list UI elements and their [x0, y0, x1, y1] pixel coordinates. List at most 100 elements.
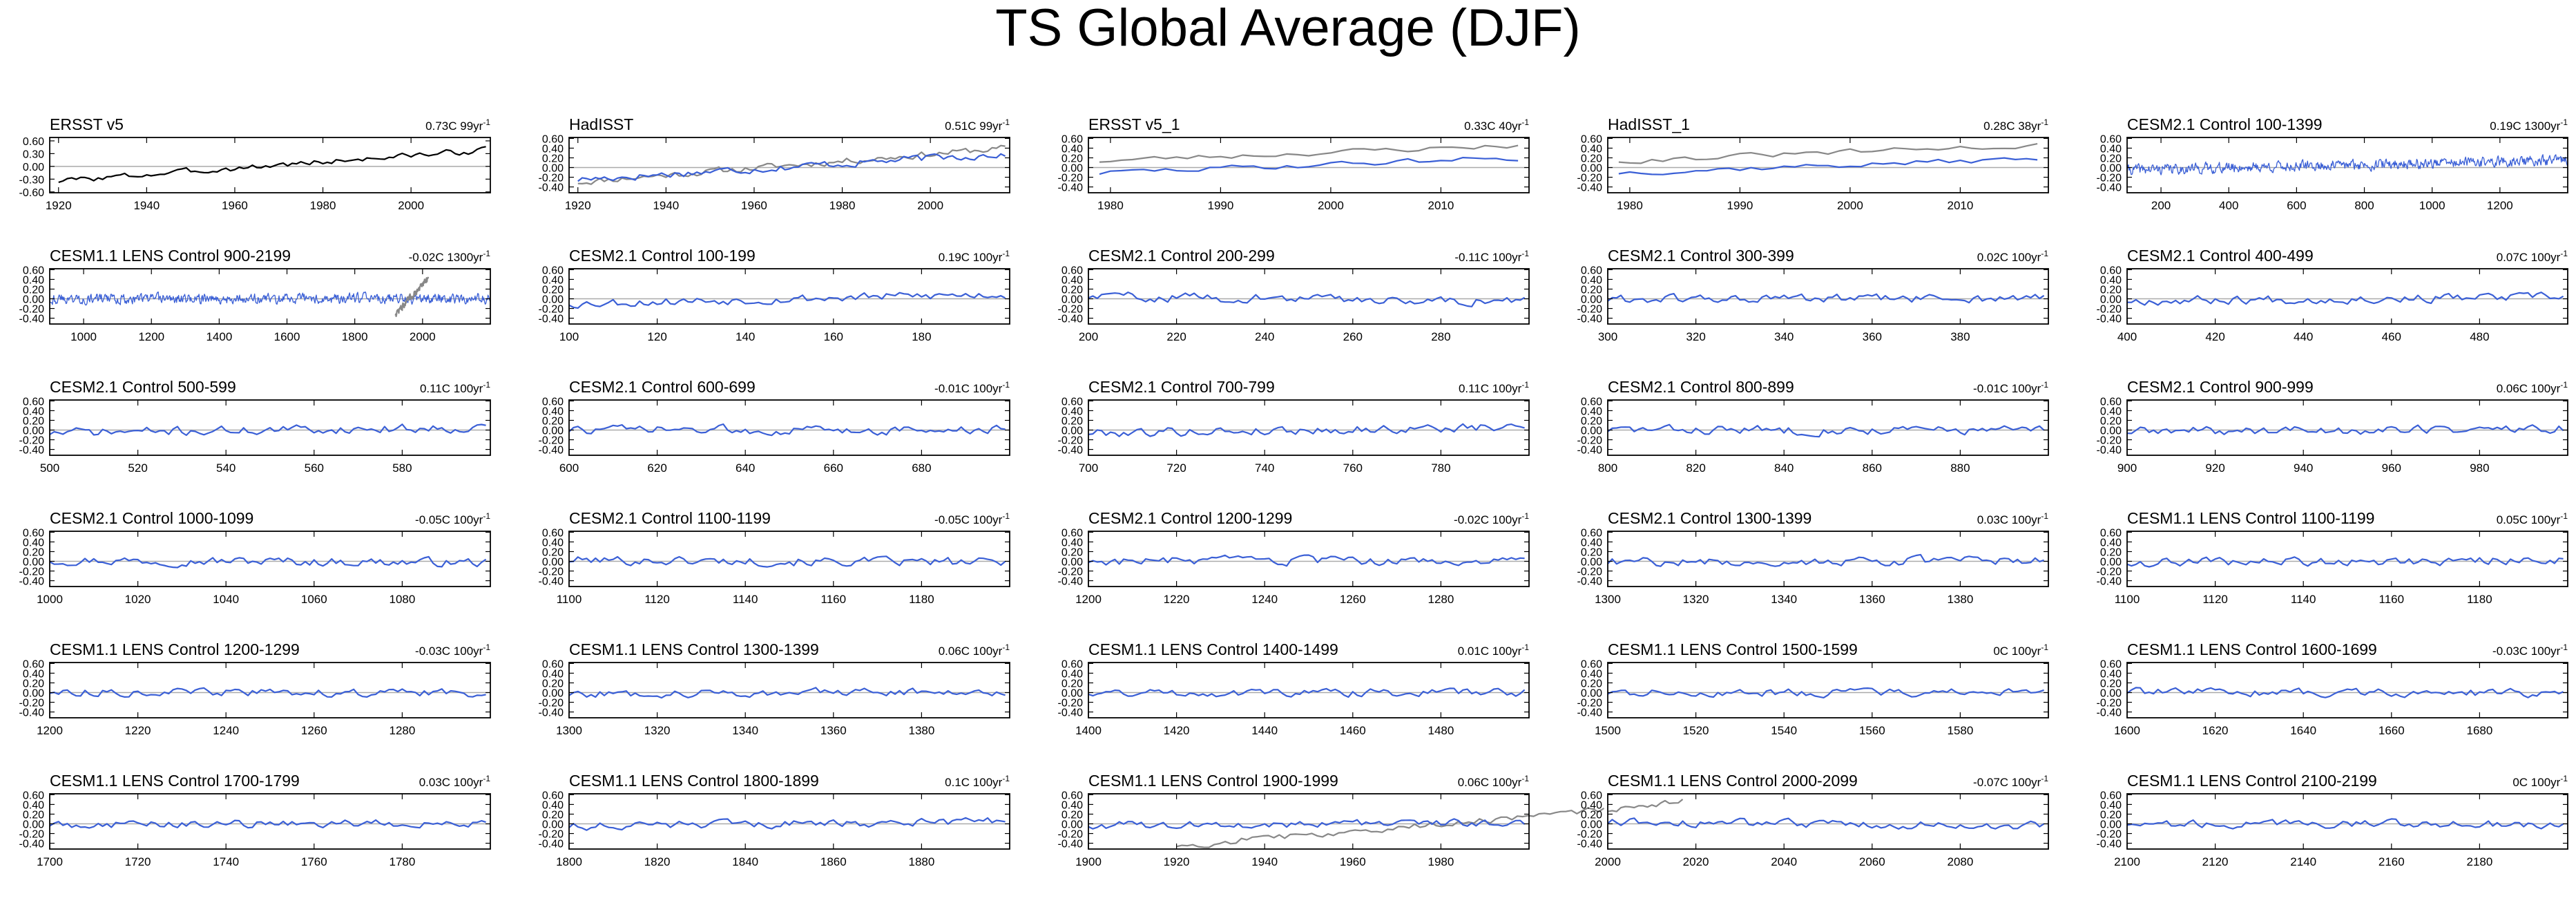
panel-title: CESM1.1 LENS Control 900-2199	[50, 247, 291, 265]
trend-label: -0.03C 100yr-1	[2492, 642, 2568, 658]
x-tick-label: 1460	[1340, 724, 1366, 737]
y-tick-label: 0.00	[542, 557, 564, 569]
y-tick-label: 0.60	[542, 396, 564, 408]
y-tick-label: 0.60	[2100, 527, 2122, 539]
x-tick-label: 1980	[1097, 199, 1124, 212]
y-tick-label: 0.20	[542, 678, 564, 689]
y-tick-label: 0.40	[1061, 799, 1083, 811]
plot-frame	[2126, 268, 2568, 325]
x-tick-label: 640	[736, 461, 755, 475]
plot-frame	[1088, 268, 1530, 325]
x-tick-label: 540	[216, 461, 236, 475]
x-tick-label: 420	[2205, 330, 2224, 343]
panel: CESM1.1 LENS Control 2100-2199 0C 100yr-1…	[2097, 772, 2568, 868]
x-tick-label: 1720	[125, 855, 151, 868]
y-tick-label: 0.60	[1581, 133, 1602, 145]
plot-frame	[1607, 662, 2049, 718]
x-tick-label: 1220	[1164, 593, 1190, 606]
plot-frame	[1607, 268, 2049, 325]
trend-label: -0.03C 100yr-1	[415, 642, 490, 658]
trend-label: 0C 100yr-1	[1993, 642, 2048, 658]
y-tick-label: 0.00	[1581, 426, 1602, 437]
y-tick-label: 0.60	[23, 527, 44, 539]
series-line	[49, 291, 491, 306]
panel-title: CESM1.1 LENS Control 1200-1299	[50, 640, 300, 658]
x-tick-label: 1160	[2379, 593, 2405, 606]
x-tick-label: 1480	[1428, 724, 1454, 737]
x-tick-label: 1940	[653, 199, 679, 212]
y-tick-label: -0.20	[19, 304, 45, 316]
x-tick-label: 1800	[342, 330, 368, 343]
trend-label: 0.51C 99yr-1	[945, 117, 1010, 133]
x-tick-label: 2010	[1947, 199, 1973, 212]
panel-title: CESM2.1 Control 500-599	[50, 378, 236, 396]
y-tick-label: -0.40	[1058, 839, 1084, 850]
x-tick-label: 400	[2117, 330, 2137, 343]
x-tick-label: 1580	[1947, 724, 1973, 737]
plot-frame	[568, 268, 1010, 325]
x-tick-label: 1940	[133, 199, 160, 212]
x-tick-label: 1260	[1340, 593, 1366, 606]
y-tick-label: 0.60	[542, 133, 564, 145]
y-tick-label: 0.00	[542, 163, 564, 175]
x-tick-label: 1140	[2291, 593, 2316, 606]
y-tick-label: 0.20	[2100, 415, 2122, 427]
series-line	[2126, 818, 2564, 830]
panel-title: CESM1.1 LENS Control 1300-1399	[569, 640, 819, 658]
y-tick-label: -0.40	[539, 576, 564, 588]
x-tick-label: 1360	[1859, 593, 1885, 606]
y-tick-label: 0.20	[2100, 809, 2122, 821]
y-tick-label: 0.00	[1581, 294, 1602, 306]
y-tick-label: -0.20	[539, 304, 564, 316]
panel: CESM2.1 Control 200-299 -0.11C 100yr-1 0.6…	[1058, 247, 1530, 343]
y-tick-label: 0.60	[1061, 396, 1083, 408]
y-tick-label: 0.60	[23, 265, 44, 276]
x-tick-label: 1320	[1683, 593, 1709, 606]
y-tick-label: 0.20	[1581, 284, 1602, 296]
y-tick-label: 0.20	[23, 809, 44, 821]
plot-frame	[2126, 793, 2568, 850]
panel-title: CESM1.1 LENS Control 1800-1899	[569, 772, 819, 790]
x-tick-label: 480	[2470, 330, 2489, 343]
trend-label: 0C 100yr-1	[2512, 774, 2568, 789]
series-line	[1099, 144, 1519, 163]
x-tick-label: 860	[1863, 461, 1882, 475]
trend-label: -0.02C 1300yr-1	[409, 249, 491, 264]
series-line	[1088, 687, 1526, 698]
y-tick-label: 0.00	[23, 557, 44, 569]
y-tick-label: 0.20	[1581, 546, 1602, 558]
trend-label: 0.03C 100yr-1	[419, 774, 491, 789]
x-tick-label: 2010	[1428, 199, 1454, 212]
y-tick-label: 0.00	[1061, 819, 1083, 831]
y-tick-label: -0.40	[539, 445, 564, 457]
trend-label: 0.11C 100yr-1	[420, 380, 490, 395]
x-tick-label: 520	[128, 461, 147, 475]
x-tick-label: 660	[824, 461, 843, 475]
y-tick-label: -0.40	[2097, 839, 2122, 850]
y-tick-label: -0.20	[2097, 304, 2122, 316]
y-tick-label: -0.20	[1058, 304, 1084, 316]
series-line	[1088, 423, 1525, 437]
y-tick-label: 0.40	[1581, 143, 1602, 155]
y-tick-label: -0.40	[19, 314, 45, 325]
x-tick-label: 440	[2294, 330, 2313, 343]
trend-label: -0.07C 100yr-1	[1973, 774, 2048, 789]
y-tick-label: -0.20	[2097, 566, 2122, 578]
x-tick-label: 1300	[556, 724, 582, 737]
y-tick-label: -0.40	[19, 839, 45, 850]
x-tick-label: 1990	[1727, 199, 1753, 212]
x-tick-label: 1740	[213, 855, 239, 868]
panel: CESM2.1 Control 1200-1299 -0.02C 100yr-1 0…	[1058, 509, 1530, 606]
panel: HadISST_1 0.28C 38yr-10.600.400.200.00-0.…	[1577, 115, 2049, 212]
y-tick-label: -0.40	[539, 314, 564, 325]
series-line	[49, 555, 487, 569]
x-tick-label: 560	[305, 461, 324, 475]
trend-label: 0.19C 100yr-1	[939, 249, 1010, 264]
y-tick-label: -0.40	[539, 182, 564, 194]
y-tick-label: 0.00	[1581, 819, 1602, 831]
panel-title: CESM2.1 Control 200-299	[1088, 247, 1275, 265]
series-line	[568, 292, 1006, 309]
x-tick-label: 1440	[1251, 724, 1278, 737]
y-tick-label: -0.20	[539, 698, 564, 709]
panel: CESM2.1 Control 1100-1199 -0.05C 100yr-1 0…	[539, 509, 1010, 606]
